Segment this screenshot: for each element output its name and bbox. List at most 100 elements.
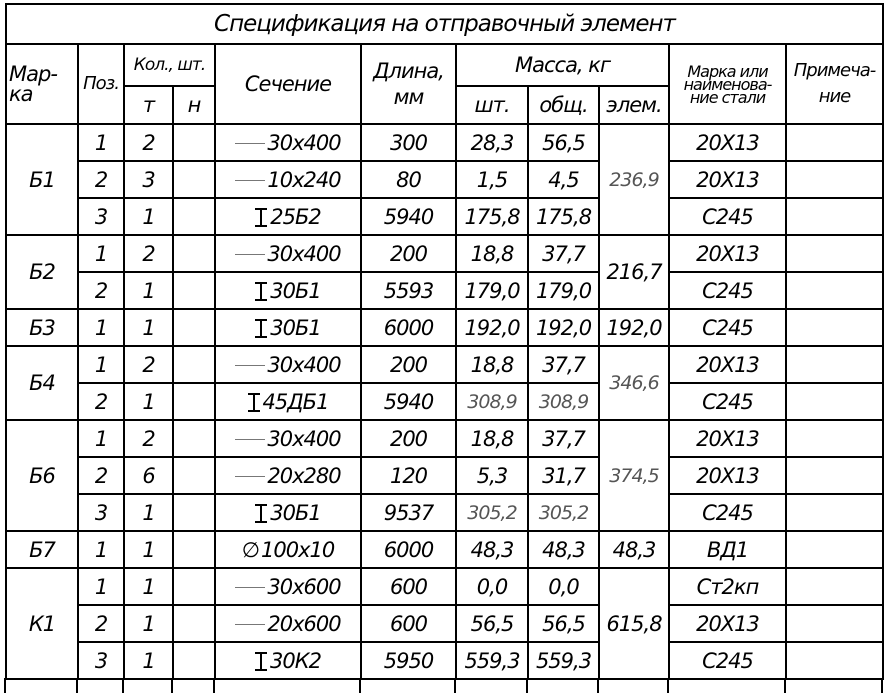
section-cell: 30Б1 — [214, 493, 362, 532]
section-cell: 30К2 — [214, 641, 362, 680]
mass-total-cell: 192,0 — [527, 308, 600, 347]
qty-n-cell — [172, 456, 216, 495]
table-row: Б1 1 2 30x400 300 28,3 56,5 236,9 20Х13 — [5, 123, 884, 236]
steel-cell: ВД1 — [668, 530, 787, 569]
mass-total-cell: 308,9 — [527, 382, 600, 421]
header-note: Примеча- ние — [785, 43, 884, 125]
mass-each-cell: 56,5 — [455, 604, 529, 643]
qty-n-cell — [172, 493, 216, 532]
qty-t-cell: 1 — [123, 197, 174, 236]
pos-cell: 2 — [77, 456, 125, 495]
section-cell: 30x400 — [214, 419, 362, 458]
pos-cell: 2 — [77, 160, 125, 199]
grid-line — [213, 678, 215, 693]
length-cell: 5940 — [360, 382, 457, 421]
i-beam-icon — [255, 281, 268, 301]
section-cell: ∅100x10 — [214, 530, 362, 569]
plate-icon — [235, 476, 266, 477]
grid-line — [76, 678, 78, 693]
length-cell: 120 — [360, 456, 457, 495]
length-cell: 9537 — [360, 493, 457, 532]
table-continuation — [0, 678, 886, 693]
mass-each-cell: 18,8 — [455, 234, 529, 273]
mass-elem-cell: 346,6 — [598, 345, 670, 421]
mass-elem-cell: 374,5 — [598, 419, 670, 532]
section-label: 30x400 — [267, 130, 341, 155]
table-row: 3 1 30К2 5950 559,3 559,3 С245 — [6, 641, 884, 680]
table-row: 2 1 20x600 600 56,5 56,5 20Х13 — [6, 604, 884, 643]
header-mass-elem: элем. — [598, 85, 670, 125]
mass-each-cell: 48,3 — [455, 530, 529, 569]
pos-cell: 3 — [77, 493, 125, 532]
pos-cell: 2 — [77, 604, 125, 643]
steel-cell: 20Х13 — [668, 345, 787, 384]
mass-elem-cell: 615,8 — [598, 567, 670, 680]
length-cell: 5593 — [360, 271, 457, 310]
mark-cell: Б3 — [5, 308, 79, 347]
plate-icon — [235, 143, 266, 144]
i-beam-icon — [255, 207, 268, 227]
mass-each-cell: 1,5 — [455, 160, 529, 199]
grid-line — [597, 678, 599, 693]
section-cell: 30x400 — [214, 345, 362, 384]
note-cell — [785, 308, 884, 347]
plate-icon — [235, 180, 266, 181]
length-cell: 5950 — [360, 641, 457, 680]
mass-total-cell: 559,3 — [527, 641, 600, 680]
mass-elem-cell: 192,0 — [598, 308, 670, 347]
note-cell — [785, 197, 884, 236]
pos-cell: 2 — [77, 382, 125, 421]
mass-total-cell: 56,5 — [527, 123, 600, 162]
steel-cell: 20Х13 — [668, 234, 787, 273]
mass-each-cell: 559,3 — [455, 641, 529, 680]
qty-t-cell: 2 — [123, 345, 174, 384]
specification-sheet: Спецификация на отправочный элемент Мар-… — [5, 3, 884, 680]
table-row: 3 1 25Б2 5940 175,8 175,8 С245 — [6, 197, 884, 236]
mass-each-cell: 305,2 — [455, 493, 529, 532]
qty-t-cell: 1 — [123, 604, 174, 643]
qty-n-cell — [172, 308, 216, 347]
section-label: 100x10 — [261, 537, 335, 562]
section-cell: 30Б1 — [214, 271, 362, 310]
steel-cell: С245 — [668, 493, 787, 532]
mass-each-cell: 18,8 — [455, 345, 529, 384]
section-label: 30x400 — [267, 426, 341, 451]
qty-t-cell: 1 — [123, 641, 174, 680]
steel-cell: 20Х13 — [668, 160, 787, 199]
pos-cell: 1 — [77, 530, 125, 569]
qty-t-cell: 2 — [123, 419, 174, 458]
header-length: Длина, мм — [360, 43, 457, 125]
steel-cell: С245 — [668, 308, 787, 347]
qty-n-cell — [172, 234, 216, 273]
steel-cell: Ст2кп — [668, 567, 787, 606]
mass-each-cell: 18,8 — [455, 419, 529, 458]
mass-each-cell: 192,0 — [455, 308, 529, 347]
qty-n-cell — [172, 604, 216, 643]
length-cell: 600 — [360, 604, 457, 643]
qty-n-cell — [172, 530, 216, 569]
mass-each-cell: 308,9 — [455, 382, 529, 421]
note-cell — [785, 456, 884, 495]
length-cell: 80 — [360, 160, 457, 199]
grid-line — [784, 678, 786, 693]
mass-total-cell: 37,7 — [527, 234, 600, 273]
section-cell: 30x400 — [214, 234, 362, 273]
grid-line — [526, 678, 528, 693]
header-qty-t: т — [123, 85, 174, 125]
section-label: 20x280 — [267, 463, 341, 488]
length-cell: 600 — [360, 567, 457, 606]
note-cell — [785, 234, 884, 273]
plate-icon — [235, 365, 266, 366]
header-qty: Кол., шт. — [123, 43, 216, 87]
grid-line — [4, 678, 6, 693]
length-cell: 6000 — [360, 530, 457, 569]
grid-line — [359, 678, 361, 693]
section-label: 25Б2 — [270, 204, 321, 229]
qty-t-cell: 2 — [123, 123, 174, 162]
i-beam-icon — [255, 503, 268, 523]
table-row: Б3 1 1 30Б1 6000 192,0 192,0 192,0 С245 — [5, 308, 884, 347]
qty-n-cell — [172, 382, 216, 421]
section-label: 45ДБ1 — [262, 389, 330, 414]
qty-t-cell: 1 — [123, 382, 174, 421]
note-cell — [785, 271, 884, 310]
